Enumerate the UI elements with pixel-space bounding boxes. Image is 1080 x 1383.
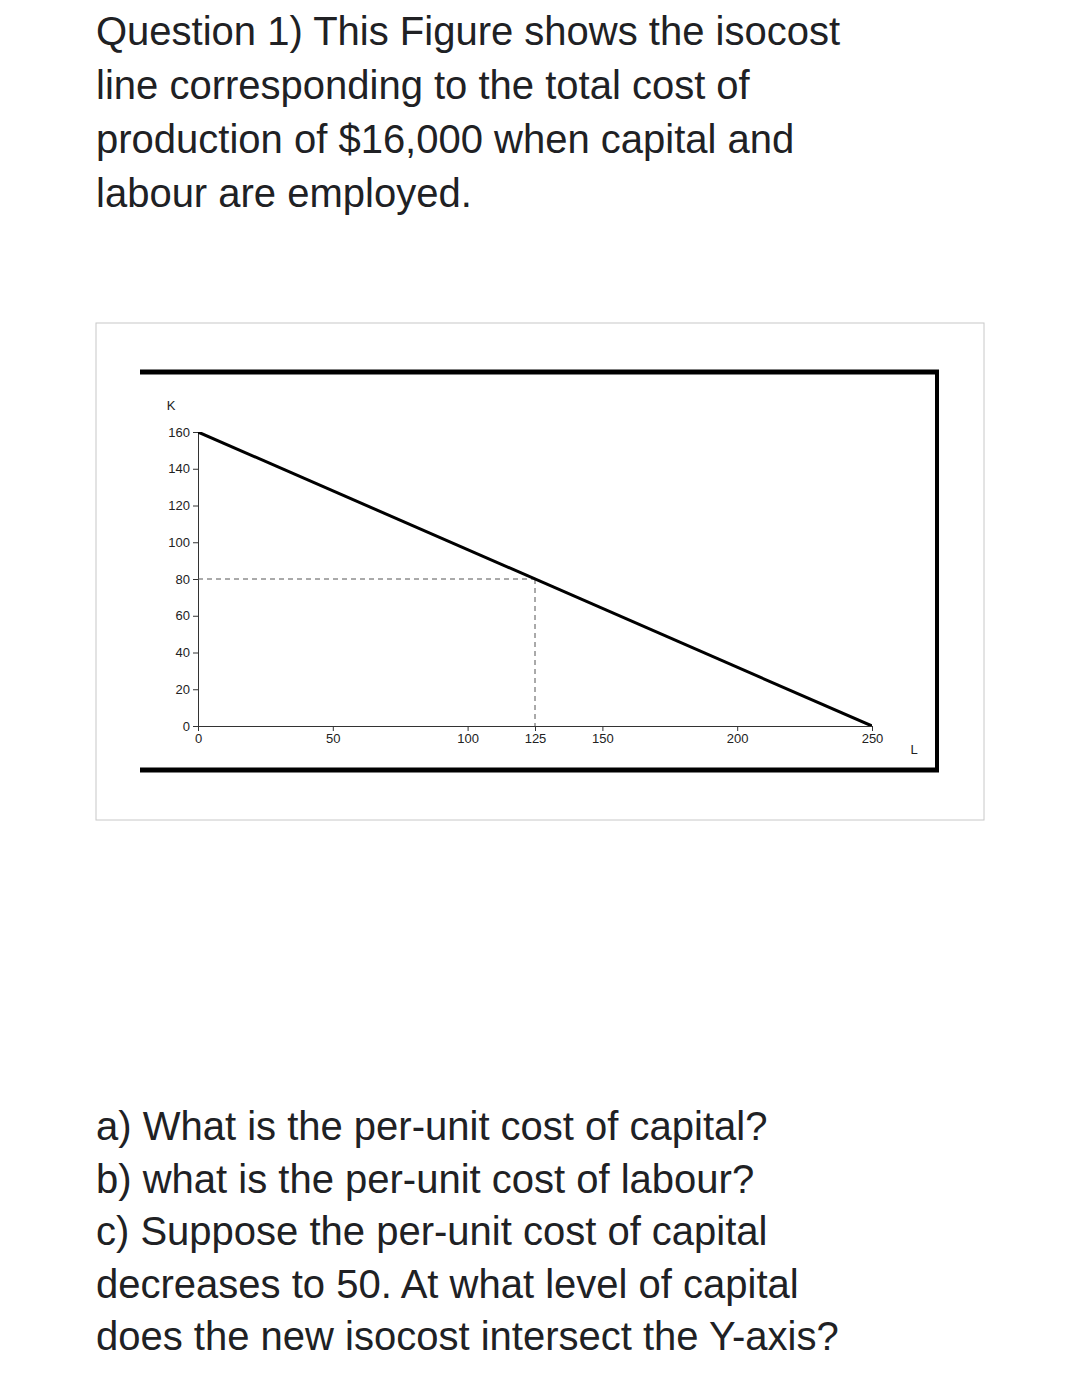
y-tick-label: 120 [168, 498, 190, 513]
y-tick: 0 [183, 719, 198, 734]
x-tick: 250 [862, 726, 884, 746]
y-tick-label: 80 [176, 572, 190, 587]
figure-frame [96, 323, 984, 820]
x-tick-label: 0 [195, 731, 202, 746]
y-tick-mark [193, 432, 198, 433]
y-tick: 20 [176, 682, 198, 697]
x-tick-label: 50 [326, 731, 340, 746]
y-tick: 160 [168, 425, 198, 440]
page: Question 1) This Figure shows the isocos… [0, 0, 1080, 1383]
frame-top [140, 370, 939, 375]
x-axis: 0 50 100 125 150 200 250 [195, 726, 883, 746]
y-tick-label: 100 [168, 535, 190, 550]
y-tick-label: 140 [168, 461, 190, 476]
question-part: decreases to 50. At what level of capita… [96, 1262, 799, 1306]
y-tick-mark [193, 542, 198, 543]
question-heading: Question 1) This Figure shows the isocos… [96, 9, 840, 215]
frame-bottom [140, 768, 939, 773]
guide-vertical [535, 579, 536, 726]
question-line: labour are employed. [96, 171, 472, 215]
y-tick-label: 60 [176, 608, 190, 623]
x-axis-title: L [910, 742, 917, 757]
y-tick: 100 [168, 535, 198, 550]
question-line: production of $16,000 when capital and [96, 117, 794, 161]
x-tick-label: 250 [862, 731, 884, 746]
x-tick: 0 [195, 726, 202, 746]
question-part: c) Suppose the per-unit cost of capital [96, 1209, 767, 1253]
figure-box [96, 323, 984, 820]
y-tick: 120 [168, 498, 198, 513]
y-tick-label: 20 [176, 682, 190, 697]
isocost-line [198, 432, 872, 726]
y-tick-mark [193, 689, 198, 690]
x-tick: 200 [727, 726, 749, 746]
x-tick: 125 [525, 726, 547, 746]
y-tick-mark [193, 469, 198, 470]
x-tick-label: 150 [592, 731, 614, 746]
y-tick-mark [193, 579, 198, 580]
y-tick: 140 [168, 461, 198, 476]
y-tick-mark [193, 506, 198, 507]
y-tick-mark [193, 653, 198, 654]
question-parts: a) What is the per-unit cost of capital?… [96, 1104, 839, 1358]
y-tick: 80 [176, 572, 198, 587]
y-tick: 40 [176, 645, 198, 660]
y-tick-label: 160 [168, 425, 190, 440]
x-tick: 100 [457, 726, 479, 746]
x-tick: 50 [326, 726, 340, 746]
question-line: Question 1) This Figure shows the isocos… [96, 9, 840, 53]
y-axis: 0 20 40 60 80 100 120 140 160 [168, 425, 198, 734]
guide-horizontal [198, 579, 535, 580]
x-tick-label: 100 [457, 731, 479, 746]
y-tick: 60 [176, 608, 198, 623]
y-axis-title: K [167, 398, 176, 413]
x-tick-label: 125 [525, 731, 547, 746]
y-tick-mark [193, 726, 198, 727]
frame-right [935, 370, 939, 772]
x-tick: 150 [592, 726, 614, 746]
plot-area [198, 432, 872, 726]
question-part: b) what is the per-unit cost of labour? [96, 1157, 754, 1201]
question-part: a) What is the per-unit cost of capital? [96, 1104, 767, 1148]
x-tick-label: 200 [727, 731, 749, 746]
question-line: line corresponding to the total cost of [96, 63, 751, 107]
y-tick-label: 0 [183, 719, 190, 734]
question-part: does the new isocost intersect the Y-axi… [96, 1314, 839, 1358]
y-tick-mark [193, 616, 198, 617]
y-tick-label: 40 [176, 645, 190, 660]
